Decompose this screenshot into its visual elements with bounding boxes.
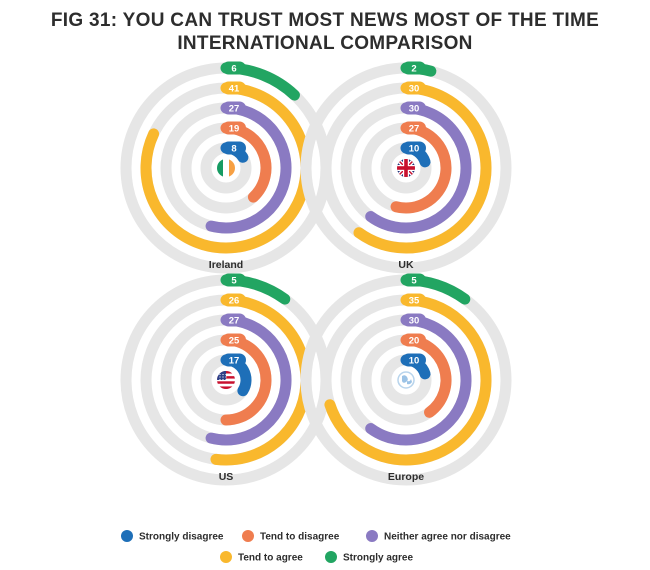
panel-us: 17 25 27 26 5 (120, 273, 332, 486)
panel-europe: 10 20 30 35 5 (300, 273, 512, 486)
region-label-uk: UK (398, 259, 414, 271)
value-pill (222, 81, 246, 95)
legend: Strongly disagree Tend to disagree Neither… (121, 530, 511, 564)
region-label-europe: Europe (388, 471, 424, 483)
data-label: 35 (409, 295, 420, 306)
bar-tend-to-disagree (390, 122, 452, 214)
data-label: 20 (409, 335, 420, 346)
value-pill (402, 141, 426, 155)
us-flag-icon (217, 371, 235, 389)
data-label: 10 (409, 143, 420, 154)
value-pill (402, 293, 426, 307)
data-label: 17 (229, 355, 240, 366)
data-label: 30 (409, 103, 420, 114)
data-label: 30 (409, 83, 420, 94)
bar-tend-to-agree (324, 294, 492, 466)
bar-neither-agree-nor-disagree (205, 102, 292, 234)
value-pill (402, 273, 426, 287)
data-label: 30 (409, 315, 420, 326)
data-label: 27 (409, 123, 420, 134)
legend-label-tend-to-disagree: Tend to disagree (260, 532, 340, 543)
value-pill (222, 293, 246, 307)
value-pill (402, 313, 426, 327)
region-label-us: US (219, 471, 234, 483)
value-pill (222, 313, 246, 327)
value-pill (222, 101, 246, 115)
data-label: 2 (411, 63, 416, 74)
data-label: 10 (409, 355, 420, 366)
value-pill (222, 353, 246, 367)
legend-label-strongly-agree: Strongly agree (343, 553, 413, 564)
legend-label-strongly-disagree: Strongly disagree (139, 532, 224, 543)
legend-swatch-tend-to-disagree (242, 530, 254, 542)
value-pill (402, 61, 426, 75)
data-label: 19 (229, 123, 240, 134)
data-label: 6 (231, 63, 236, 74)
value-pill (222, 141, 246, 155)
data-label: 26 (229, 295, 240, 306)
value-pill (402, 81, 426, 95)
data-label: 5 (231, 275, 237, 286)
bar-neither-agree-nor-disagree (365, 314, 472, 446)
legend-swatch-strongly-disagree (121, 530, 133, 542)
bar-tend-to-agree (353, 82, 492, 254)
data-label: 25 (229, 335, 240, 346)
value-pill (222, 333, 246, 347)
bar-tend-to-agree (140, 82, 312, 254)
data-label: 27 (229, 315, 240, 326)
value-pill (402, 333, 426, 347)
value-pill (222, 61, 246, 75)
data-label: 41 (229, 83, 240, 94)
chart-title-line-1: FIG 31: YOU CAN TRUST MOST NEWS MOST OF … (50, 10, 600, 31)
value-pill (402, 121, 426, 135)
bar-neither-agree-nor-disagree (205, 314, 292, 446)
europe-flag-icon (397, 371, 415, 389)
value-pill (222, 121, 246, 135)
data-label: 8 (231, 143, 236, 154)
legend-label-neither-agree-nor-disagree: Neither agree nor disagree (384, 532, 511, 543)
value-pill (402, 353, 426, 367)
uk-flag-icon (397, 159, 415, 177)
panel-uk: 10 27 30 30 2 (300, 61, 512, 274)
legend-swatch-strongly-agree (325, 551, 337, 563)
panel-ireland: 8 19 27 41 6 (120, 61, 332, 274)
data-label: 5 (411, 275, 417, 286)
chart-title-line-2: INTERNATIONAL COMPARISON (177, 33, 473, 54)
data-label: 27 (229, 103, 240, 114)
region-label-ireland: Ireland (209, 259, 243, 271)
value-pill (222, 273, 246, 287)
legend-swatch-tend-to-agree (220, 551, 232, 563)
legend-label-tend-to-agree: Tend to agree (238, 553, 303, 564)
legend-swatch-neither-agree-nor-disagree (366, 530, 378, 542)
ireland-flag-icon (217, 159, 235, 177)
bar-neither-agree-nor-disagree (365, 102, 472, 234)
value-pill (402, 101, 426, 115)
